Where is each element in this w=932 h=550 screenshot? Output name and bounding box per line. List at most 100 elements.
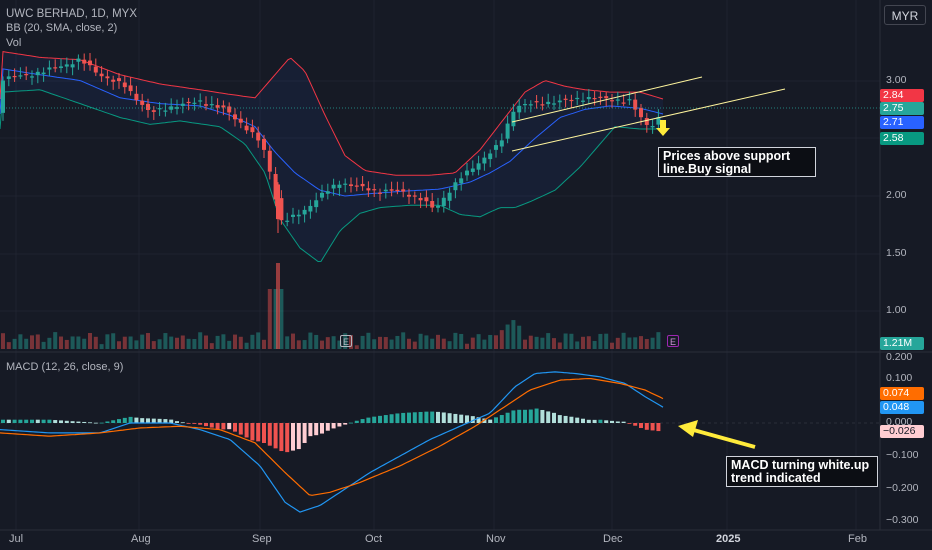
candle-body: [163, 110, 168, 112]
candle-body: [488, 153, 493, 160]
macd-histogram-bar: [117, 419, 121, 423]
support-annotation-note[interactable]: Prices above support line.Buy signal: [658, 147, 816, 177]
volume-bar: [204, 335, 208, 349]
macd-histogram-bar: [285, 423, 290, 453]
volume-bar: [569, 333, 574, 349]
candle-body: [76, 58, 81, 62]
macd-histogram-bar: [615, 421, 620, 423]
candle-body: [320, 192, 324, 198]
volume-bar: [563, 333, 568, 349]
volume-bar: [441, 338, 446, 349]
macd-annotation-arrow: [678, 420, 756, 449]
volume-bar: [267, 289, 272, 349]
volume-bar: [639, 336, 643, 349]
macd-histogram-bar: [441, 412, 446, 423]
macd-histogram-bar: [378, 415, 382, 423]
candle-body: [360, 183, 365, 187]
volume-bar: [430, 338, 435, 349]
candle-body: [134, 93, 139, 101]
macd-indicator-legend[interactable]: MACD (12, 26, close, 9): [6, 361, 124, 373]
candle-body: [70, 64, 75, 68]
macd-histogram-bar: [592, 419, 597, 423]
volume-bar: [198, 332, 203, 349]
volume-bar: [157, 339, 162, 349]
candle-body: [453, 182, 458, 191]
volume-bar: [476, 334, 481, 349]
volume-bar: [117, 341, 121, 349]
volume-bar: [12, 338, 17, 349]
volume-bar: [215, 335, 220, 349]
volume-bar: [650, 337, 655, 349]
candle-body: [447, 192, 452, 201]
volume-bar: [169, 336, 174, 349]
macd-histogram-bar: [598, 419, 603, 423]
candle-body: [244, 125, 249, 131]
candle-body: [221, 105, 226, 108]
macd-annotation-note[interactable]: MACD turning white.up trend indicated: [726, 456, 878, 487]
macd-histogram-bar: [88, 422, 92, 424]
volume-bar: [105, 334, 110, 349]
bb-indicator-legend[interactable]: BB (20, SMA, close, 2): [6, 22, 118, 34]
macd-histogram-bar: [233, 423, 237, 432]
volume-bar: [418, 333, 423, 349]
volume-bar: [250, 334, 255, 349]
volume-bar: [314, 334, 319, 349]
volume-bar: [24, 338, 29, 349]
candle-body: [430, 200, 435, 208]
candle-body: [302, 209, 307, 215]
volume-bar: [331, 336, 336, 349]
volume-bar: [180, 335, 185, 349]
macd-histogram-bar: [140, 418, 145, 423]
volume-bar: [76, 336, 81, 349]
volume-bar: [111, 333, 116, 349]
macd-histogram-bar: [244, 423, 249, 438]
macd-histogram-bar: [82, 421, 87, 423]
time-label-oct: Oct: [365, 533, 383, 545]
earnings-marker[interactable]: E: [340, 335, 352, 347]
macd-histogram-bar: [586, 419, 591, 423]
bb-lower-badge: 2.58: [880, 132, 924, 145]
volume-bar: [610, 342, 614, 349]
macd-histogram-bar: [53, 420, 58, 423]
macd-histogram-bar: [180, 422, 185, 424]
macd-histogram-bar: [256, 423, 261, 442]
macd-histogram-bar: [169, 419, 174, 423]
macd-histogram-bar: [627, 423, 632, 424]
candle-body: [151, 110, 156, 112]
candle-body: [18, 75, 23, 77]
candle-body: [99, 73, 104, 77]
macd-histogram-bar: [360, 419, 365, 423]
volume-bar: [656, 332, 661, 349]
candle-body: [586, 96, 591, 100]
volume-bar: [35, 334, 40, 349]
volume-bar: [372, 339, 377, 349]
candle-body: [180, 103, 185, 106]
macd-histogram-bar: [308, 423, 313, 437]
volume-bar: [488, 334, 493, 349]
volume-bar: [540, 337, 545, 349]
macd-histogram-bar: [30, 419, 34, 423]
volume-bar: [93, 336, 98, 349]
candle-body: [552, 103, 556, 105]
candle-body: [476, 163, 481, 170]
volume-bar: [192, 338, 197, 349]
macd-histogram-bar: [157, 418, 162, 423]
currency-button[interactable]: MYR: [884, 5, 926, 25]
earnings-marker[interactable]: E: [667, 335, 679, 347]
volume-bar: [499, 330, 504, 349]
candle-body: [418, 197, 423, 201]
candle-body: [639, 108, 643, 118]
candle-body: [1, 80, 5, 113]
candle-body: [47, 67, 52, 70]
volume-bar: [586, 336, 591, 349]
macd-histogram-bar: [656, 423, 661, 432]
macd-histogram-bar: [621, 421, 626, 423]
candle-body: [233, 114, 237, 120]
macd-signal-line: [0, 378, 664, 496]
candle-body: [111, 79, 116, 82]
symbol-title[interactable]: UWC BERHAD, 1D, MYX: [6, 8, 137, 20]
vol-indicator-legend[interactable]: Vol: [6, 37, 22, 49]
candle-body: [41, 72, 46, 75]
volume-bar: [337, 340, 342, 349]
